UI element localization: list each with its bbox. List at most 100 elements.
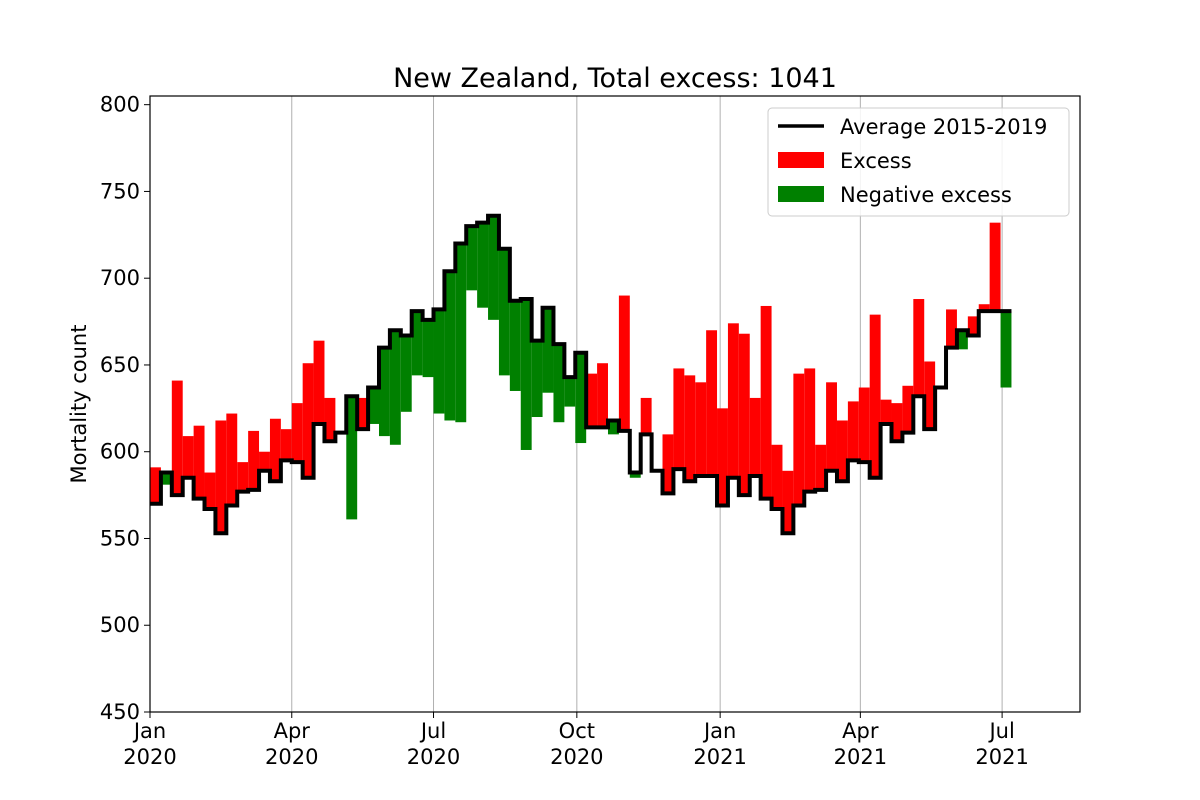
legend-negative-excess-label: Negative excess bbox=[840, 183, 1012, 207]
y-tick-label: 500 bbox=[100, 613, 140, 637]
legend-box bbox=[767, 107, 1070, 217]
average-line-layer bbox=[150, 213, 1012, 536]
x-tick-label-line: 2020 bbox=[265, 745, 318, 769]
excess-bar bbox=[673, 368, 685, 470]
excess-bar bbox=[880, 399, 892, 424]
x-tick-label-line: 2021 bbox=[975, 745, 1028, 769]
x-tick-label: Jul 2020 bbox=[407, 719, 460, 769]
x-tick-label: Apr 2020 bbox=[265, 719, 318, 769]
excess-bar bbox=[826, 382, 837, 471]
x-tick-label-line: 2020 bbox=[407, 745, 460, 769]
excess-bar bbox=[815, 444, 827, 490]
excess-bar bbox=[847, 401, 859, 461]
x-tick-label-line: 2021 bbox=[693, 745, 746, 769]
negative-excess-bar bbox=[956, 330, 968, 350]
excess-bar bbox=[749, 397, 761, 477]
negative-excess-bar bbox=[389, 330, 401, 445]
excess-bar bbox=[738, 333, 750, 496]
x-tick-label-line: Jul bbox=[987, 719, 1014, 743]
x-tick-label-line: Apr bbox=[274, 719, 311, 743]
excess-bar bbox=[706, 330, 718, 477]
x-tick-label: Oct 2020 bbox=[550, 719, 603, 769]
negative-excess-bar bbox=[498, 248, 510, 376]
x-tick-label-line: 2020 bbox=[550, 745, 603, 769]
average-2015-2019-line bbox=[150, 213, 1012, 536]
x-tick-label: Jul 2021 bbox=[975, 719, 1028, 769]
negative-excess-bar bbox=[1000, 311, 1012, 388]
negative-excess-bar bbox=[629, 472, 641, 478]
negative-excess-bar bbox=[488, 215, 499, 320]
y-tick-label: 550 bbox=[100, 526, 140, 550]
excess-bar bbox=[204, 472, 216, 509]
negative-excess-bar bbox=[444, 271, 456, 421]
x-tick-label-line: Oct bbox=[559, 719, 595, 743]
excess-bar bbox=[967, 316, 979, 336]
x-tick-label: Apr 2021 bbox=[834, 719, 887, 769]
excess-bar bbox=[978, 304, 990, 312]
excess-bar bbox=[902, 385, 914, 433]
x-tick-label-line: Jul bbox=[419, 719, 446, 743]
x-tick-label-line: 2021 bbox=[834, 745, 887, 769]
excess-bar bbox=[727, 323, 739, 478]
excess-bar bbox=[324, 397, 336, 442]
excess-bar bbox=[946, 309, 957, 348]
negative-excess-bar bbox=[411, 311, 423, 376]
excess-bar bbox=[836, 420, 848, 482]
y-tick-label: 750 bbox=[100, 179, 140, 203]
y-tick-label: 650 bbox=[100, 353, 140, 377]
legend-negative-excess-swatch bbox=[778, 186, 824, 202]
excess-bar bbox=[182, 436, 194, 478]
excess-bar bbox=[171, 380, 183, 496]
excess-bar bbox=[291, 403, 303, 463]
negative-excess-bar bbox=[564, 377, 576, 407]
negative-excess-bar bbox=[531, 340, 543, 418]
negative-excess-bar bbox=[466, 226, 478, 291]
excess-bar bbox=[989, 222, 1001, 312]
y-tick-label: 450 bbox=[100, 700, 140, 724]
excess-bar bbox=[793, 373, 805, 506]
excess-bar bbox=[215, 420, 227, 534]
excess-bar bbox=[891, 403, 903, 442]
y-tick-label: 800 bbox=[100, 93, 140, 117]
x-tick-label-line: Jan bbox=[132, 719, 166, 743]
excess-bar bbox=[248, 430, 260, 490]
excess-bar bbox=[237, 462, 249, 492]
negative-excess-bar bbox=[433, 309, 445, 414]
legend: Average 2015-2019 Excess Negative excess bbox=[767, 107, 1070, 217]
excess-bar bbox=[313, 340, 325, 424]
negative-excess-bar bbox=[346, 396, 358, 520]
plot-area-frame bbox=[149, 95, 1081, 713]
excess-bar bbox=[924, 361, 936, 430]
negative-excess-bar bbox=[378, 347, 390, 437]
excess-bar bbox=[684, 375, 696, 482]
negative-excess-bar bbox=[477, 222, 489, 308]
negative-excess-bar bbox=[553, 344, 565, 423]
legend-average-label: Average 2015-2019 bbox=[840, 115, 1047, 139]
y-axis-title: Mortality count bbox=[67, 325, 91, 484]
excess-bar bbox=[259, 451, 270, 471]
excess-bar bbox=[913, 299, 925, 397]
excess-bar bbox=[858, 387, 870, 463]
legend-excess-swatch bbox=[778, 152, 824, 168]
excess-bar bbox=[804, 368, 816, 492]
excess-bar bbox=[226, 413, 238, 506]
negative-excess-bar bbox=[509, 300, 521, 391]
excess-bar bbox=[150, 467, 161, 504]
y-tick-label: 700 bbox=[100, 266, 140, 290]
excess-bar bbox=[280, 429, 292, 461]
x-tick-label-line: 2020 bbox=[123, 745, 176, 769]
negative-excess-bar bbox=[400, 335, 412, 412]
negative-excess-bar bbox=[160, 472, 172, 485]
excess-bar bbox=[760, 305, 772, 499]
negative-excess-bar bbox=[607, 420, 619, 435]
negative-excess-bar bbox=[542, 307, 554, 393]
x-tick-label: Jan 2020 bbox=[123, 719, 176, 769]
excess-bar bbox=[640, 397, 652, 435]
excess-bar bbox=[717, 408, 728, 506]
excess-bar bbox=[357, 397, 369, 430]
excess-bar bbox=[782, 470, 794, 534]
negative-excess-bar bbox=[455, 243, 467, 423]
y-tick-label: 600 bbox=[100, 440, 140, 464]
excess-bar bbox=[771, 444, 783, 509]
